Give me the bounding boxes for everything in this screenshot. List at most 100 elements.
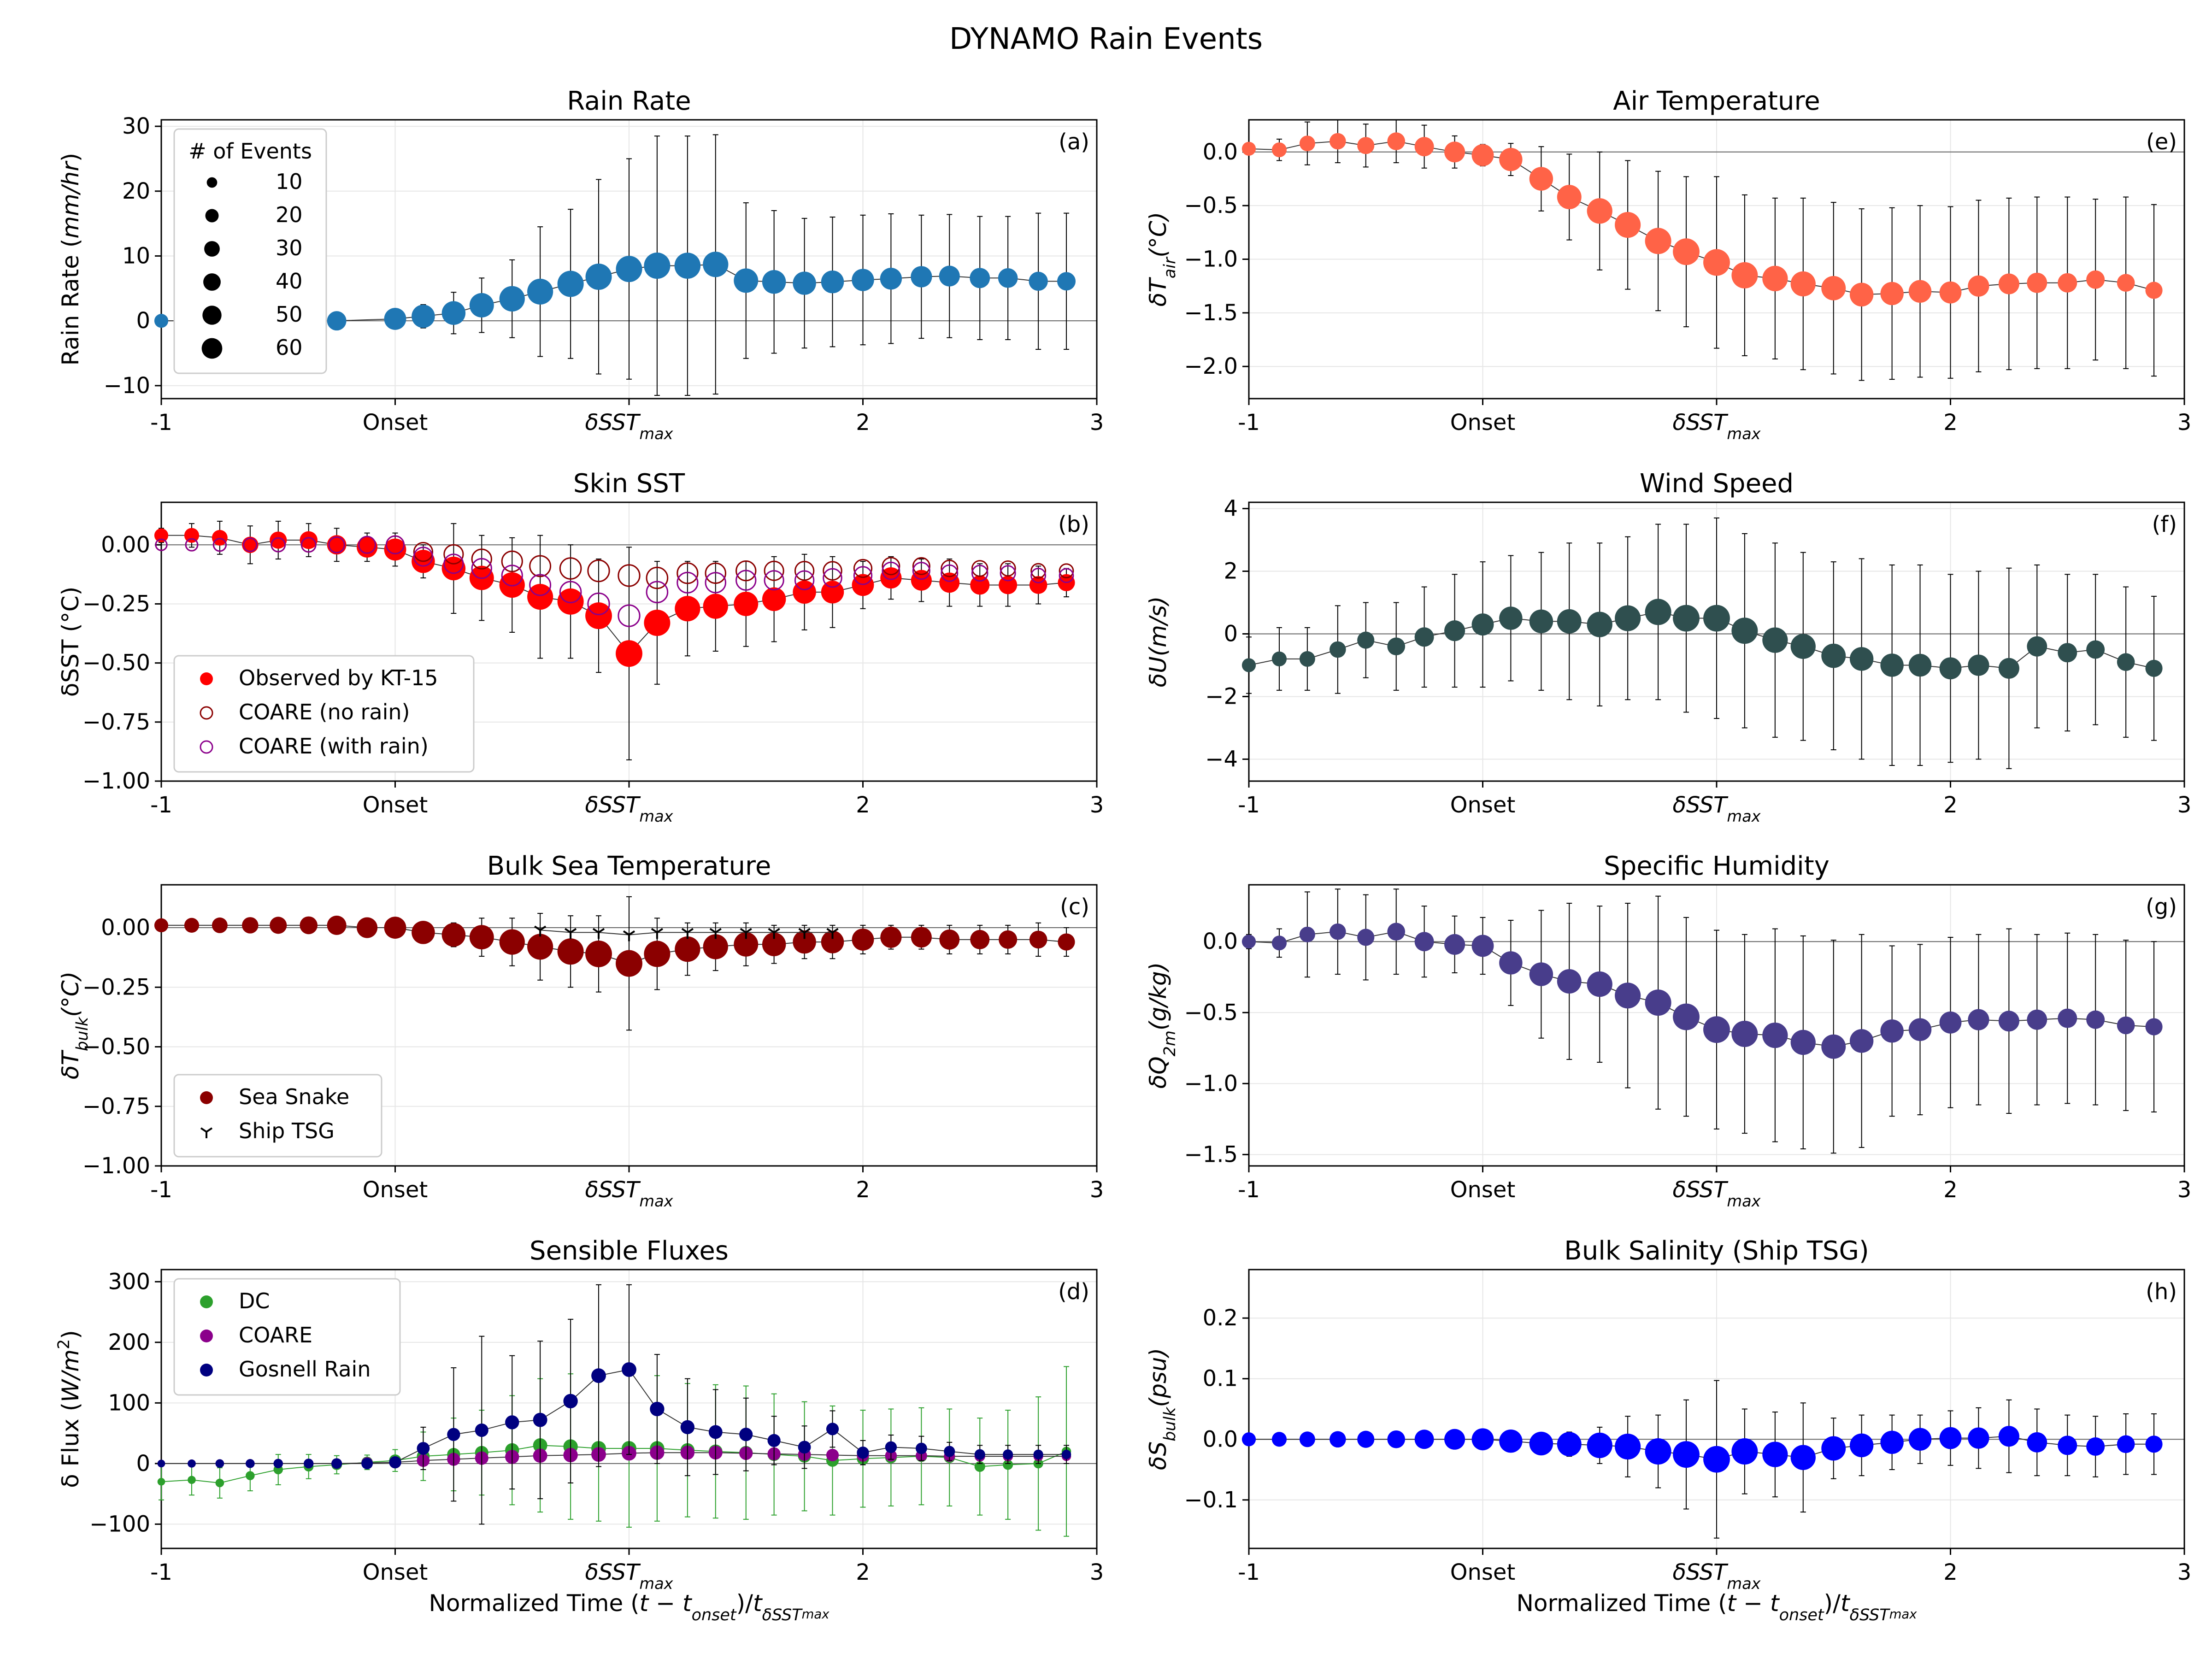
data-point	[563, 1394, 578, 1409]
legend-label: 10	[276, 169, 303, 194]
data-point	[1821, 1034, 1846, 1059]
y-axis-label: δU(m/s)	[1145, 596, 1171, 688]
data-point	[1529, 167, 1553, 191]
data-point	[441, 923, 466, 947]
data-point	[644, 941, 671, 967]
data-point	[2086, 640, 2105, 659]
x-tick-label: 3	[1090, 410, 1104, 435]
y-tick-label: −4	[1205, 746, 1238, 772]
data-point	[1998, 273, 2019, 294]
data-point	[185, 538, 199, 552]
data-point	[533, 1412, 547, 1427]
y-axis-label: δTbulk(°C)	[57, 971, 92, 1079]
data-point	[1030, 567, 1047, 583]
data-point	[1058, 933, 1075, 951]
data-point	[970, 575, 990, 595]
data-point	[1414, 137, 1434, 157]
data-point	[885, 1441, 897, 1453]
x-tick-label: 2	[1943, 1559, 1958, 1585]
panel-label: (d)	[1058, 1279, 1089, 1305]
data-point	[565, 928, 577, 939]
data-point	[705, 572, 727, 594]
data-point	[2058, 1435, 2077, 1455]
data-point	[501, 565, 523, 587]
data-point	[999, 576, 1018, 594]
data-point	[1444, 141, 1465, 163]
data-point	[618, 564, 641, 587]
y-tick-label: −0.1	[1184, 1487, 1238, 1513]
data-point	[499, 929, 525, 955]
data-point	[300, 537, 317, 553]
data-point	[1849, 1433, 1874, 1458]
x-axis-label: Normalized Time (t − tonset)/tδSSTmax	[429, 1590, 830, 1624]
data-point	[821, 271, 844, 294]
legend-box	[173, 1074, 382, 1158]
data-point	[1908, 653, 1932, 677]
series-legend: Sea Snake Ship TSG	[173, 1074, 382, 1158]
data-point	[2058, 273, 2077, 293]
legend-label: Gosnell Rain	[239, 1357, 371, 1382]
y-tick-label: −1.0	[1184, 1071, 1238, 1096]
data-point	[1471, 1428, 1494, 1451]
data-point	[246, 1459, 255, 1468]
data-point	[941, 559, 959, 577]
data-point	[505, 1415, 519, 1430]
data-point	[1471, 613, 1494, 636]
data-point	[1271, 1432, 1287, 1447]
legend-marker	[200, 706, 213, 720]
data-point	[2086, 1010, 2105, 1029]
y-tick-label: 0.00	[101, 532, 150, 558]
legend-marker	[202, 306, 222, 325]
data-point	[1762, 627, 1788, 653]
data-point	[677, 571, 699, 594]
data-point	[1387, 1430, 1406, 1448]
y-tick-label: 200	[108, 1330, 150, 1355]
data-point	[1762, 1441, 1788, 1467]
data-point	[499, 286, 525, 312]
data-point	[1587, 1432, 1612, 1459]
y-tick-label: 0	[1224, 621, 1238, 647]
y-tick-label: −0.25	[82, 591, 150, 617]
x-tick-label: δSSTmax	[1672, 1177, 1761, 1210]
data-point	[469, 925, 494, 950]
data-point	[616, 640, 642, 667]
data-point	[1939, 657, 1962, 680]
data-point	[1880, 653, 1904, 677]
data-point	[1821, 643, 1846, 668]
x-tick-label: -1	[1238, 1177, 1260, 1203]
panel-label: (b)	[1058, 512, 1089, 537]
data-point	[1645, 989, 1671, 1016]
x-tick-label: δSSTmax	[585, 1177, 673, 1210]
legend-marker	[200, 740, 213, 754]
data-point	[1299, 651, 1315, 667]
data-point	[793, 580, 816, 604]
data-point	[1673, 1441, 1700, 1468]
data-point	[157, 1459, 165, 1468]
y-tick-label: 0.0	[1203, 139, 1238, 165]
data-point	[703, 934, 728, 959]
data-point	[826, 1423, 839, 1435]
data-point	[1057, 272, 1076, 291]
y-tick-label: −0.75	[82, 1094, 150, 1119]
data-point	[1731, 1020, 1758, 1047]
data-point	[1821, 1436, 1846, 1461]
legend-marker	[206, 177, 218, 188]
series-b-2	[155, 535, 1074, 627]
data-point	[273, 1459, 283, 1469]
y-tick-label: −2	[1205, 683, 1238, 709]
data-point	[1703, 605, 1730, 632]
data-point	[1703, 249, 1730, 276]
data-point	[1673, 605, 1700, 632]
y-tick-label: −0.5	[1184, 193, 1238, 218]
series-line	[1248, 611, 2154, 669]
data-point	[1241, 1432, 1256, 1447]
y-tick-label: 0.2	[1203, 1305, 1238, 1331]
data-point	[708, 1425, 723, 1439]
panel-label: (c)	[1060, 894, 1089, 920]
data-point	[1790, 1030, 1816, 1055]
data-point	[300, 916, 318, 935]
data-point	[912, 557, 930, 575]
data-point	[557, 938, 584, 965]
data-point	[184, 528, 200, 543]
data-point	[939, 265, 960, 287]
